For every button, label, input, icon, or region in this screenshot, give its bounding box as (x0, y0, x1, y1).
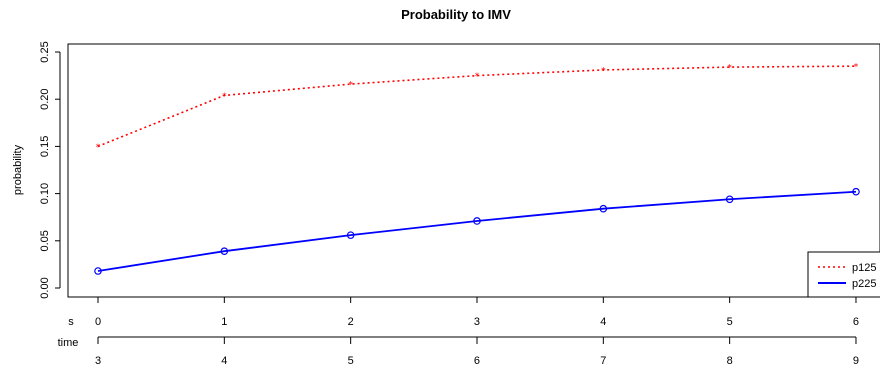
y-tick-label: 0.25 (39, 41, 51, 62)
s-axis-label: s (68, 316, 74, 328)
y-tick-label: 0.00 (39, 277, 51, 298)
time-tick-label: 9 (853, 355, 859, 367)
y-axis: 0.00 0.05 0.10 0.15 0.20 0.25 (39, 41, 60, 298)
y-axis-label: probability (12, 144, 24, 195)
y-tick-label: 0.05 (39, 230, 51, 251)
s-tick-label: 0 (95, 316, 101, 328)
data-point-p125: * (96, 143, 101, 153)
legend: p125 p225 (808, 252, 880, 297)
y-tick-label: 0.20 (39, 88, 51, 109)
time-tick-label: 3 (95, 355, 101, 367)
chart-title: Probability to IMV (401, 7, 511, 22)
s-tick-label: 4 (600, 316, 606, 328)
data-point-p125: * (727, 64, 732, 74)
legend-box (808, 252, 880, 297)
legend-label-p125: p125 (852, 262, 876, 274)
time-tick-label: 7 (600, 355, 606, 367)
y-tick-label: 0.10 (39, 183, 51, 204)
time-tick-label: 4 (221, 355, 227, 367)
y-tick-label: 0.15 (39, 136, 51, 157)
s-axis: 0 1 2 3 4 5 6 (95, 297, 859, 328)
data-point-p125: * (854, 63, 859, 73)
s-tick-label: 1 (221, 316, 227, 328)
s-tick-label: 6 (853, 316, 859, 328)
data-point-p125: * (475, 72, 480, 82)
data-point-p125: * (348, 81, 353, 91)
series-line-p225 (98, 192, 856, 271)
s-tick-label: 2 (348, 316, 354, 328)
data-point-p125: * (601, 66, 606, 76)
legend-label-p225: p225 (852, 278, 876, 290)
time-axis: 3 4 5 6 7 8 9 (95, 337, 859, 367)
data-point-p125: * (222, 92, 227, 102)
s-tick-label: 5 (727, 316, 733, 328)
series-layer: * * * * * * * (95, 63, 859, 275)
time-tick-label: 6 (474, 355, 480, 367)
time-axis-label: time (58, 337, 79, 349)
time-tick-label: 8 (727, 355, 733, 367)
time-tick-label: 5 (348, 355, 354, 367)
s-tick-label: 3 (474, 316, 480, 328)
